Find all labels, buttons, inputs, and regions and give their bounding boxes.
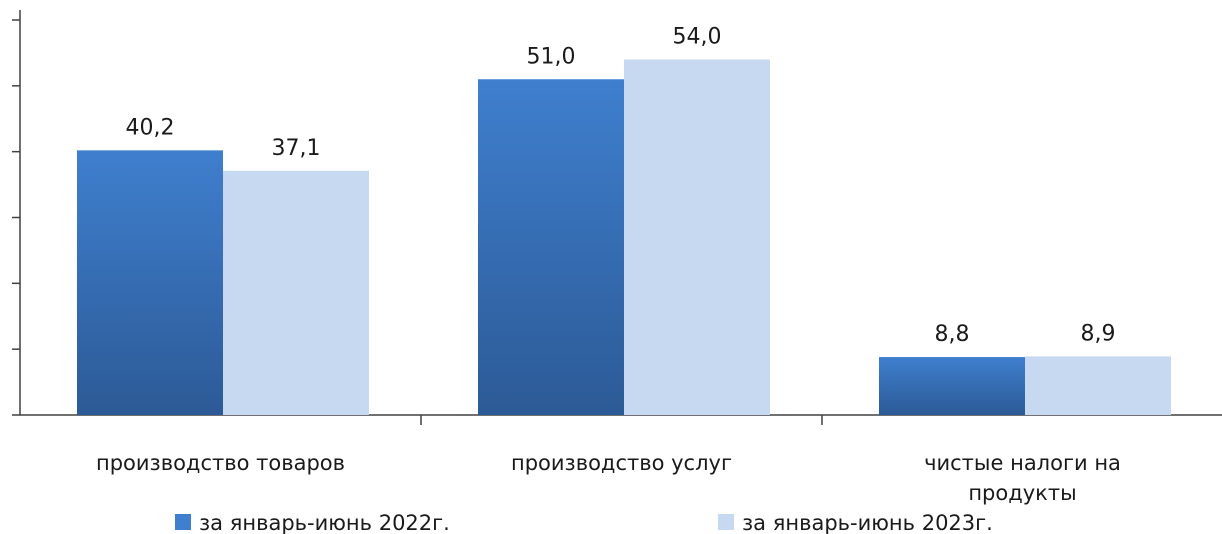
category-label: продукты xyxy=(968,481,1076,505)
legend-swatch xyxy=(175,514,191,530)
bar-2023 xyxy=(624,59,770,415)
legend-label: за январь-июнь 2022г. xyxy=(199,511,450,534)
category-label: производство товаров xyxy=(96,451,345,475)
data-label: 54,0 xyxy=(673,25,722,50)
legend-swatch xyxy=(718,514,734,530)
bar-2022 xyxy=(478,79,624,415)
data-label: 8,8 xyxy=(935,322,970,347)
data-label: 51,0 xyxy=(527,44,576,69)
bar-2022 xyxy=(879,357,1025,415)
category-labels: производство товаров производство услуг чи… xyxy=(96,451,1121,505)
data-label: 8,9 xyxy=(1081,321,1116,346)
bars xyxy=(77,59,1171,415)
legend-label: за январь-июнь 2023г. xyxy=(742,511,993,534)
data-label: 40,2 xyxy=(126,115,175,140)
category-label: производство услуг xyxy=(511,451,732,475)
bar-2023 xyxy=(1025,356,1171,415)
bar-2022 xyxy=(77,150,223,415)
value-labels: 40,2 51,0 8,8 37,1 54,0 8,9 xyxy=(126,25,1116,348)
bar-2023 xyxy=(223,170,369,415)
legend: за январь-июнь 2022г. за январь-июнь 2023… xyxy=(175,511,993,534)
category-label: чистые налоги на xyxy=(924,451,1121,475)
data-label: 37,1 xyxy=(272,136,321,161)
